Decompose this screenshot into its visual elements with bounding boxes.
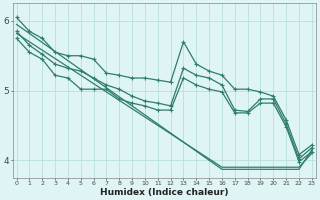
X-axis label: Humidex (Indice chaleur): Humidex (Indice chaleur) [100,188,228,197]
